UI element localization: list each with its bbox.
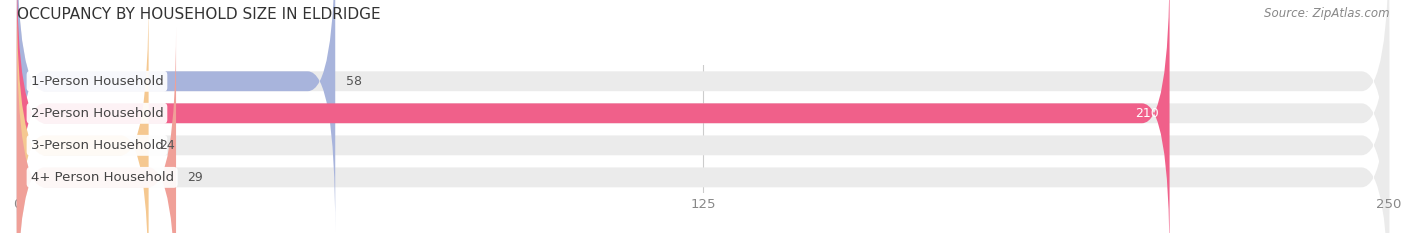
Text: OCCUPANCY BY HOUSEHOLD SIZE IN ELDRIDGE: OCCUPANCY BY HOUSEHOLD SIZE IN ELDRIDGE	[17, 7, 381, 22]
Text: 1-Person Household: 1-Person Household	[31, 75, 163, 88]
Text: 210: 210	[1135, 107, 1159, 120]
FancyBboxPatch shape	[17, 27, 176, 233]
FancyBboxPatch shape	[17, 0, 1389, 233]
Text: Source: ZipAtlas.com: Source: ZipAtlas.com	[1264, 7, 1389, 20]
FancyBboxPatch shape	[17, 0, 1389, 232]
FancyBboxPatch shape	[17, 27, 1389, 233]
Text: 29: 29	[187, 171, 202, 184]
Text: 2-Person Household: 2-Person Household	[31, 107, 163, 120]
FancyBboxPatch shape	[17, 0, 335, 232]
FancyBboxPatch shape	[17, 0, 149, 233]
FancyBboxPatch shape	[17, 0, 1170, 233]
Text: 4+ Person Household: 4+ Person Household	[31, 171, 174, 184]
Text: 24: 24	[160, 139, 176, 152]
Text: 58: 58	[346, 75, 363, 88]
FancyBboxPatch shape	[17, 0, 1389, 233]
Text: 3-Person Household: 3-Person Household	[31, 139, 163, 152]
